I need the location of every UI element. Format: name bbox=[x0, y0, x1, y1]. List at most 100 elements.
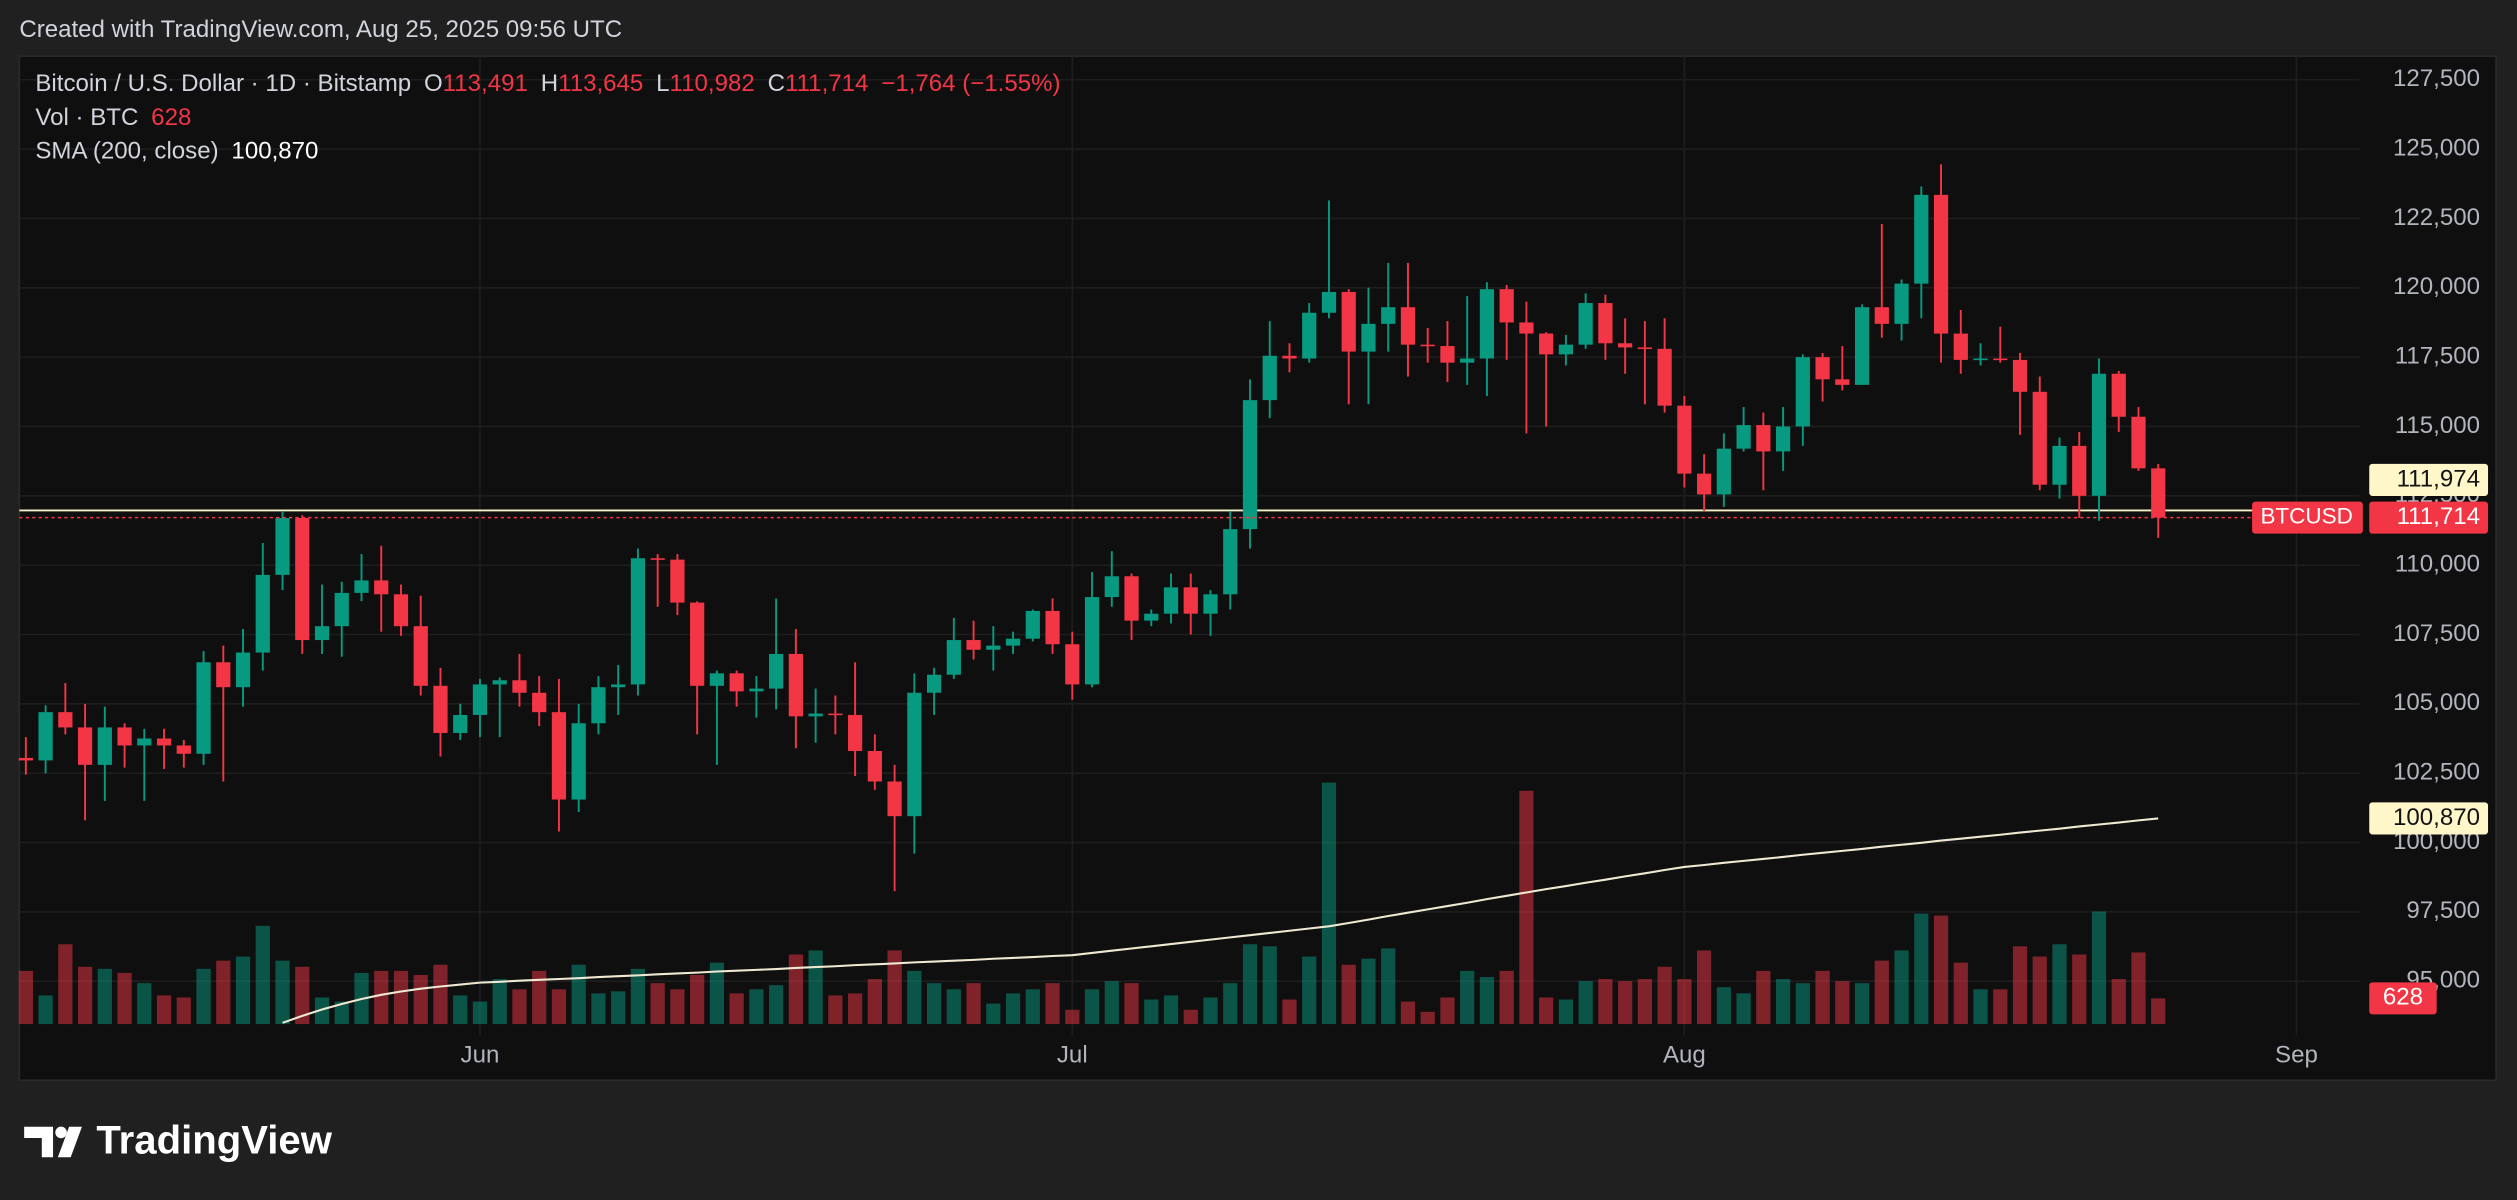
candle-body bbox=[1440, 346, 1455, 363]
candle-body bbox=[374, 580, 389, 595]
candle-body bbox=[433, 685, 448, 733]
legend-value: 113,645 bbox=[558, 70, 643, 97]
candle-body bbox=[591, 687, 606, 724]
legend-change: −1,764 (−1.55%) bbox=[881, 70, 1060, 97]
y-tick-label: 120,000 bbox=[2393, 273, 2480, 300]
volume-bar bbox=[1341, 964, 1356, 1025]
candle-body bbox=[2012, 359, 2028, 392]
volume-bar bbox=[433, 964, 448, 1025]
volume-bar bbox=[532, 970, 547, 1025]
volume-bar bbox=[314, 997, 330, 1025]
legend-value: 111,714 bbox=[785, 70, 868, 97]
candle-body bbox=[1815, 357, 1830, 380]
volume-bar bbox=[926, 983, 942, 1025]
candle-body bbox=[156, 738, 172, 746]
volume-bar bbox=[1598, 979, 1613, 1025]
legend-key: SMA (200, close) bbox=[35, 138, 218, 165]
y-tick-label: 127,500 bbox=[2393, 65, 2480, 92]
volume-bar bbox=[1144, 999, 1159, 1025]
candle-body bbox=[295, 518, 310, 641]
candle-body bbox=[1835, 379, 1850, 385]
candle-body bbox=[1005, 638, 1021, 646]
volume-bar bbox=[1993, 989, 2008, 1025]
last-price-box bbox=[2369, 501, 2489, 534]
volume-bar bbox=[986, 1003, 1001, 1025]
volume-bar bbox=[1795, 983, 1810, 1025]
sma-label: 100,870 bbox=[2393, 804, 2480, 831]
legend-key: Vol · BTC bbox=[35, 104, 138, 131]
candle-body bbox=[354, 580, 369, 593]
logo-shape bbox=[55, 1126, 67, 1139]
candle-body bbox=[1460, 358, 1475, 363]
x-tick-label: Sep bbox=[2275, 1042, 2318, 1069]
volume-bar bbox=[2012, 946, 2028, 1025]
candle-body bbox=[255, 574, 270, 653]
volume-bar bbox=[630, 968, 646, 1025]
candle-body bbox=[1874, 307, 1889, 324]
volume-bar bbox=[1894, 950, 1909, 1025]
candle-body bbox=[196, 662, 211, 754]
candle-body bbox=[1775, 426, 1791, 452]
volume-bar bbox=[946, 989, 961, 1025]
y-tick-label: 125,000 bbox=[2393, 134, 2480, 161]
logo-shape bbox=[24, 1126, 54, 1158]
volume-bar bbox=[1519, 790, 1534, 1025]
candle-body bbox=[1993, 358, 2008, 361]
candle-body bbox=[966, 640, 981, 650]
brand-logo bbox=[24, 1126, 82, 1158]
candle-body bbox=[848, 714, 863, 752]
chart-panel bbox=[18, 55, 2497, 1082]
volume-bar bbox=[2111, 979, 2126, 1025]
candle-body bbox=[1045, 610, 1060, 645]
volume-bar bbox=[1578, 981, 1593, 1025]
volume-bar bbox=[788, 954, 803, 1025]
volume-bar bbox=[2091, 911, 2107, 1025]
volume-bar bbox=[38, 995, 53, 1025]
candle-body bbox=[18, 757, 33, 761]
volume-bar bbox=[1084, 989, 1100, 1025]
volume-bar bbox=[1400, 1001, 1416, 1025]
legend-row: Vol · BTC 628 bbox=[35, 104, 191, 131]
volume-bar bbox=[808, 950, 823, 1025]
axis-layer: 95,00097,500100,000102,500105,000107,500… bbox=[461, 65, 2489, 1069]
candle-body bbox=[2091, 373, 2107, 496]
candle-body bbox=[1953, 333, 1968, 360]
volume-bar bbox=[492, 979, 507, 1025]
candle-body bbox=[1795, 357, 1810, 427]
last-symbol: BTCUSD bbox=[2260, 504, 2352, 529]
legend-value: 628 bbox=[151, 104, 191, 131]
logo-shape bbox=[57, 1126, 82, 1158]
volume-bar bbox=[18, 970, 33, 1025]
candle-body bbox=[1697, 473, 1712, 495]
sma-label-box bbox=[2369, 802, 2489, 835]
candle-body bbox=[2111, 373, 2126, 417]
volume-bar bbox=[828, 995, 843, 1025]
volume-bar bbox=[196, 968, 211, 1025]
candle-body bbox=[808, 713, 823, 717]
candle-body bbox=[887, 781, 902, 817]
volume-bar bbox=[97, 968, 112, 1025]
volume-bar bbox=[413, 974, 428, 1025]
candle-layer bbox=[18, 164, 2166, 892]
candle-body bbox=[1223, 529, 1238, 595]
volume-bar bbox=[1677, 979, 1692, 1025]
candle-body bbox=[1914, 194, 1929, 284]
volume-bar bbox=[670, 989, 685, 1025]
candle-body bbox=[709, 673, 725, 686]
candle-body bbox=[334, 592, 349, 627]
volume-bar bbox=[1815, 970, 1830, 1025]
candle-body bbox=[1618, 343, 1633, 348]
candle-body bbox=[1321, 291, 1337, 313]
candle-body bbox=[670, 559, 685, 603]
volume-bar bbox=[295, 966, 310, 1025]
volume-bar bbox=[966, 983, 981, 1025]
level-label-box bbox=[2369, 463, 2489, 496]
candle-body bbox=[2052, 445, 2067, 485]
legend-value: 113,491 bbox=[443, 70, 528, 97]
legend-row: SMA (200, close) 100,870 bbox=[35, 138, 318, 165]
volume-bar bbox=[1973, 989, 1988, 1025]
candle-body bbox=[1558, 344, 1574, 355]
candle-body bbox=[1677, 405, 1692, 474]
candle-body bbox=[1183, 587, 1198, 614]
candle-body bbox=[393, 594, 409, 627]
